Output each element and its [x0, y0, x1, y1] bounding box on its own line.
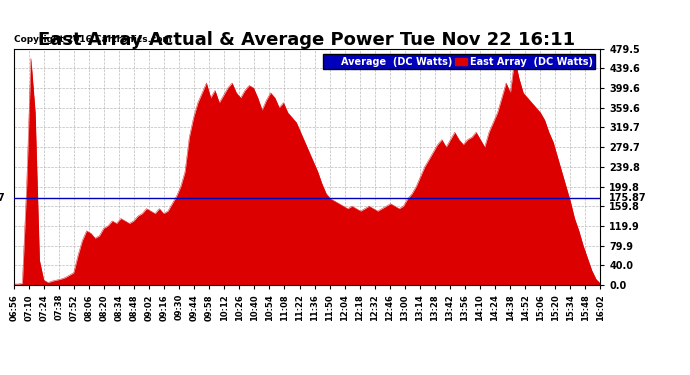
Text: 175.87: 175.87: [0, 194, 6, 203]
Title: East Array Actual & Average Power Tue Nov 22 16:11: East Array Actual & Average Power Tue No…: [39, 31, 575, 49]
Text: Copyright 2016 Cartronics.com: Copyright 2016 Cartronics.com: [14, 35, 172, 44]
Legend: Average  (DC Watts), East Array  (DC Watts): Average (DC Watts), East Array (DC Watts…: [323, 54, 595, 69]
Text: 175.87: 175.87: [609, 194, 647, 203]
